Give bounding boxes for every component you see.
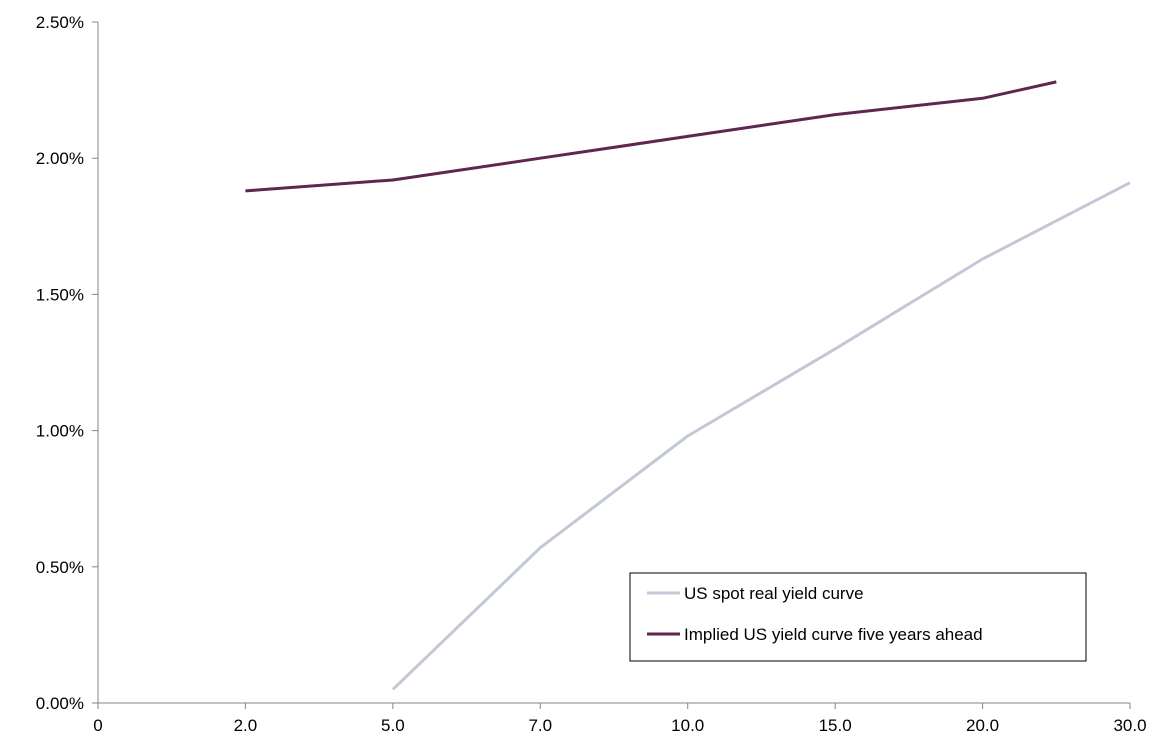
x-tick-label: 5.0 [381,716,405,735]
y-tick-label: 1.00% [36,422,84,441]
y-tick-label: 2.00% [36,149,84,168]
x-tick-label: 30.0 [1113,716,1146,735]
legend-label-spot: US spot real yield curve [684,584,864,603]
y-tick-label: 2.50% [36,13,84,32]
y-tick-label: 0.00% [36,694,84,713]
series-line-implied [245,80,1057,193]
series-lines [245,80,1131,691]
y-axis-ticks: 0.00% 0.50% 1.00% 1.50% 2.00% 2.50% [36,13,98,713]
x-tick-label: 0 [93,716,102,735]
legend: US spot real yield curve Implied US yiel… [629,572,1087,662]
x-axis-ticks: 0 2.0 5.0 7.0 10.0 15.0 20.0 30.0 [93,703,1147,735]
series-line-spot [391,181,1131,691]
x-tick-label: 15.0 [819,716,852,735]
legend-label-implied: Implied US yield curve five years ahead [684,625,983,644]
axes [97,22,1130,704]
y-tick-label: 1.50% [36,285,84,304]
legend-box [629,572,1087,662]
x-tick-label: 10.0 [671,716,704,735]
x-tick-label: 7.0 [528,716,552,735]
y-tick-label: 0.50% [36,558,84,577]
x-tick-label: 20.0 [966,716,999,735]
x-tick-label: 2.0 [234,716,258,735]
